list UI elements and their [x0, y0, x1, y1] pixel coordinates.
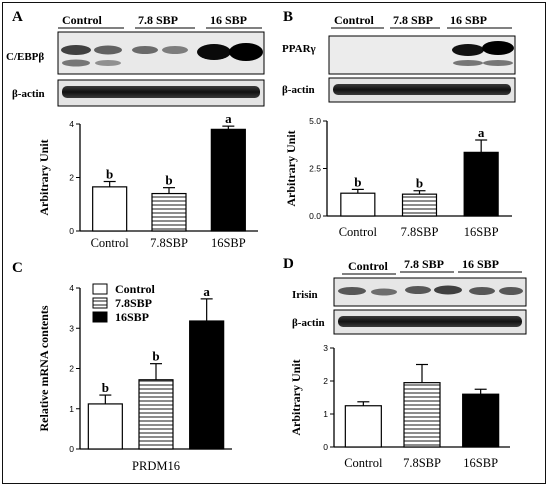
blot-b-row-actin: β-actin	[282, 84, 315, 96]
chart-c-sig-label-0: b	[102, 380, 109, 395]
chart-c-ytick-label: 4	[69, 283, 74, 293]
chart-a-category-label-1: 7.8SBP	[150, 236, 188, 250]
chart-c-legend-swatch-0	[92, 283, 108, 295]
chart-a-bar-2	[210, 128, 246, 232]
chart-b-ytick-label: 5.0	[309, 116, 321, 126]
panel-letter-b: B	[283, 9, 293, 25]
chart-c-sig-label-1: b	[152, 349, 159, 364]
chart-c-bar-0	[87, 403, 123, 450]
chart-c-ytick-label: 2	[69, 364, 74, 374]
blot-b-header-78sbp: 7.8 SBP	[393, 13, 433, 27]
chart-d-category-label-0: Control	[344, 456, 383, 470]
chart-c-xlabel: PRDM16	[132, 459, 180, 473]
chart-c: 0 1 2 3 4 Relative mRNA contents b b a PRDM16 Cont…	[37, 282, 232, 473]
blot-d-header-78sbp: 7.8 SBP	[404, 257, 444, 271]
chart-c-ytick-label: 0	[69, 444, 74, 454]
blot-d-row-irisin: Irisin	[292, 289, 318, 301]
blot-a-header-78sbp: 7.8 SBP	[138, 13, 178, 27]
chart-c-sig-label-2: a	[203, 284, 210, 299]
chart-d-ytick-label: 0	[323, 442, 328, 452]
figure-frame	[2, 2, 546, 484]
chart-d: 0 1 2 3 Arbitrary Unit Control 7.8SBP 16SBP	[289, 343, 510, 470]
chart-a-ytick-label: 2	[69, 173, 74, 183]
blot-a-row-actin: β-actin	[12, 88, 45, 100]
chart-b-ytick-label: 2.5	[309, 164, 321, 174]
chart-b: 0.0 2.5 5.0 Arbitrary Unit b Control b 7.8SBP a 1…	[284, 116, 512, 239]
chart-d-ytick-label: 2	[323, 376, 328, 386]
chart-b-category-label-0: Control	[339, 225, 378, 239]
chart-b-sig-label-2: a	[478, 125, 485, 140]
chart-a-bar-0	[92, 186, 128, 232]
panel-letter-a: A	[12, 9, 23, 25]
chart-b-category-label-2: 16SBP	[464, 225, 499, 239]
chart-d-category-label-1: 7.8SBP	[403, 456, 441, 470]
chart-c-legend-label-1: 7.8SBP	[115, 296, 152, 310]
chart-c-legend-swatch-2	[92, 311, 108, 323]
chart-b-bar-2	[463, 151, 499, 217]
chart-d-ylabel: Arbitrary Unit	[289, 359, 303, 435]
chart-b-sig-label-0: b	[354, 174, 361, 189]
panel-d-blot: Control 7.8 SBP 16 SBP Irisin β-actin	[292, 257, 527, 335]
chart-a-category-label-0: Control	[91, 236, 130, 250]
chart-d-bar-2	[462, 393, 500, 448]
chart-b-ylabel: Arbitrary Unit	[284, 130, 298, 206]
chart-c-ytick-label: 1	[69, 404, 74, 414]
chart-b-bar-0	[340, 192, 376, 217]
chart-c-ytick-label: 3	[69, 323, 74, 333]
blot-b-target-membrane	[328, 35, 516, 75]
chart-a-category-label-2: 16SBP	[211, 236, 246, 250]
chart-c-ylabel: Relative mRNA contents	[37, 305, 51, 431]
chart-c-legend-label-2: 16SBP	[115, 310, 149, 324]
blot-b-header-control: Control	[334, 13, 374, 27]
chart-c-legend-label-0: Control	[115, 282, 155, 296]
blot-a-header-control: Control	[62, 13, 102, 27]
blot-b-header-16sbp: 16 SBP	[450, 13, 487, 27]
chart-d-bar-0	[344, 405, 382, 448]
blot-d-header-control: Control	[348, 259, 388, 273]
chart-a-ylabel: Arbitrary Unit	[37, 139, 51, 215]
panel-letter-c: C	[12, 260, 23, 276]
chart-a-ytick-label: 4	[69, 119, 74, 129]
chart-a-sig-label-2: a	[225, 111, 232, 126]
chart-d-ytick-label: 1	[323, 409, 328, 419]
chart-d-ytick-label: 3	[323, 343, 328, 353]
chart-d-category-label-2: 16SBP	[463, 456, 498, 470]
chart-c-bar-1	[138, 379, 174, 450]
chart-b-category-label-1: 7.8SBP	[401, 225, 439, 239]
blot-d-row-actin: β-actin	[292, 317, 325, 329]
chart-a-sig-label-1: b	[165, 173, 172, 188]
chart-c-bar-2	[189, 320, 225, 450]
blot-d-header-16sbp: 16 SBP	[462, 257, 499, 271]
chart-a-sig-label-0: b	[106, 167, 113, 182]
blot-a-row-cebpb: C/EBPβ	[6, 51, 44, 63]
chart-b-ytick-label: 0.0	[309, 211, 321, 221]
panel-letter-d: D	[283, 256, 294, 272]
chart-a-ytick-label: 0	[69, 226, 74, 236]
blot-b-row-pparg: PPARγ	[282, 43, 316, 55]
chart-a-bar-1	[151, 192, 187, 232]
chart-b-bar-1	[401, 193, 438, 217]
chart-c-legend-swatch-1	[92, 297, 108, 309]
chart-d-bar-1	[403, 382, 441, 448]
panel-a-blot: Control 7.8 SBP 16 SBP C/EBPβ β-actin	[6, 13, 265, 107]
chart-a: 0 2 4 Arbitrary Unit b Control b 7.8SBP a 16SBP	[37, 111, 258, 250]
chart-b-sig-label-1: b	[416, 176, 423, 191]
panel-b-blot: Control 7.8 SBP 16 SBP PPARγ β-actin	[282, 13, 516, 103]
blot-a-header-16sbp: 16 SBP	[210, 13, 247, 27]
